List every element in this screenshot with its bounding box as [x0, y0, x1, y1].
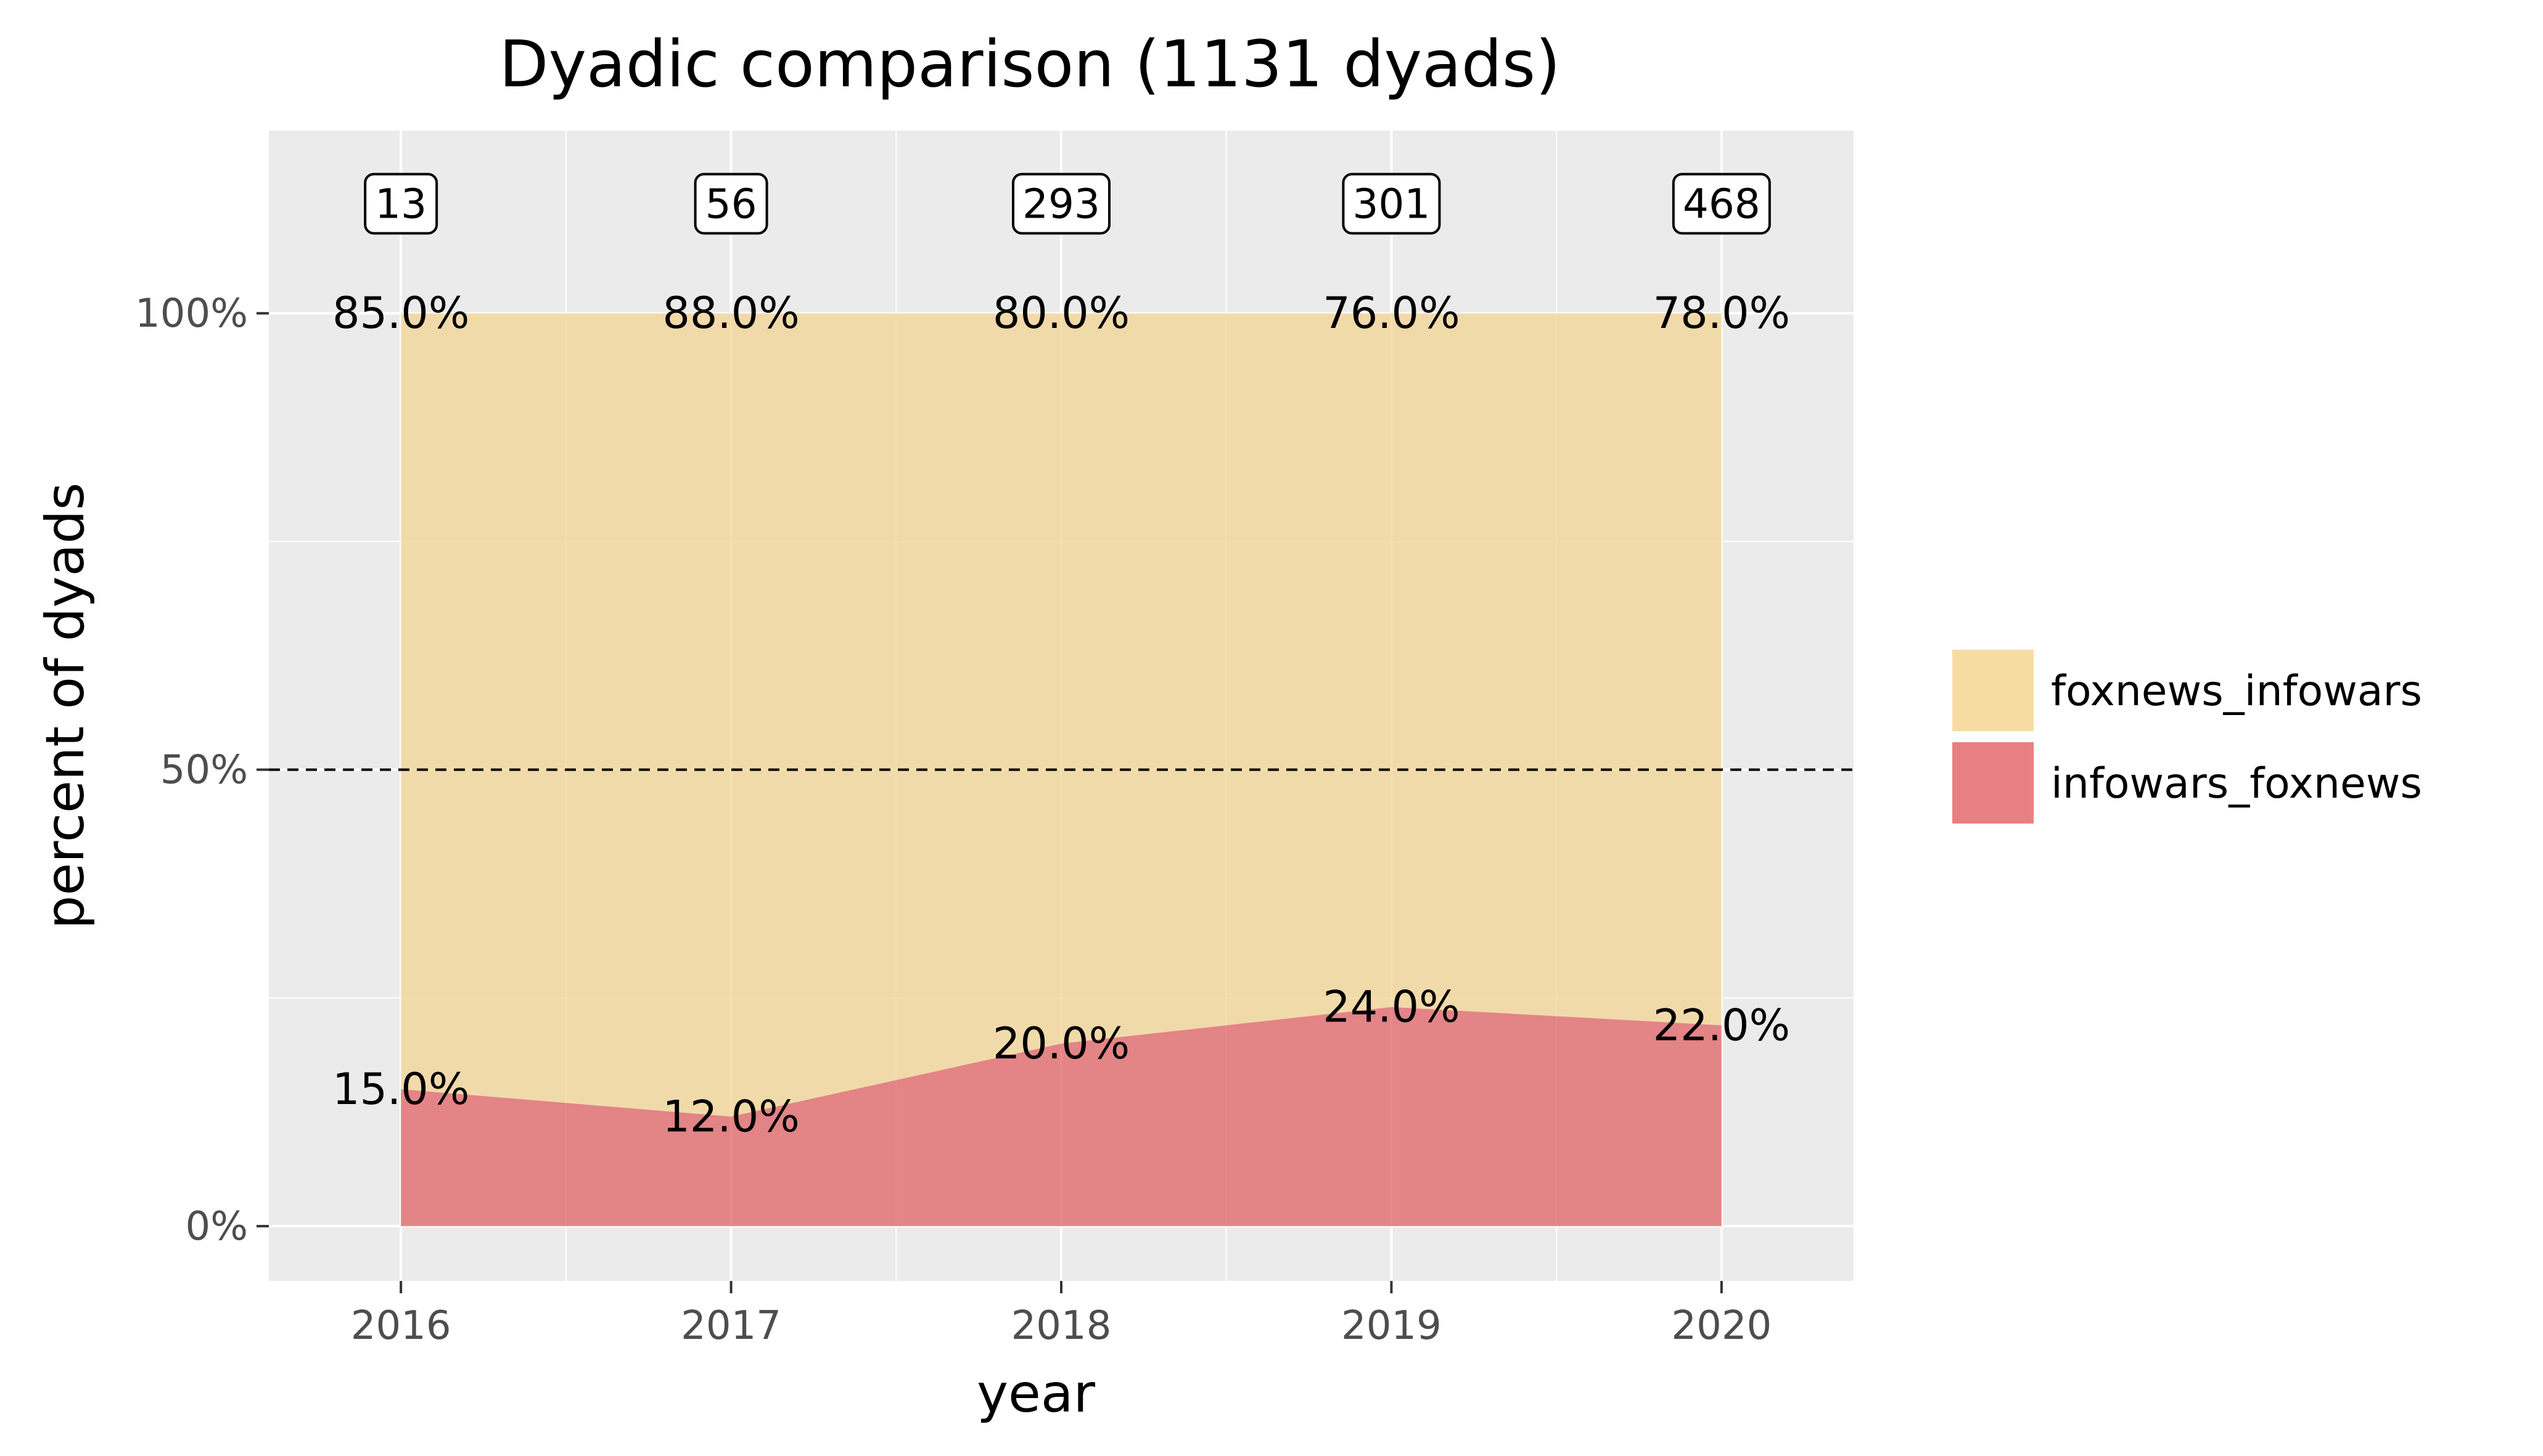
x-axis-title: year	[977, 1363, 1096, 1425]
x-tick-label: 2018	[1011, 1303, 1112, 1349]
axes: 0% 50% 100% 2016 2017 2018 2019 2020	[135, 291, 1772, 1349]
count-box	[364, 173, 438, 235]
x-tick-label: 2016	[351, 1303, 451, 1349]
count-label: 293	[1022, 180, 1100, 227]
count-label: 56	[705, 180, 757, 227]
chart-title: Dyadic comparison (1131 dyads)	[499, 27, 1560, 102]
data-label-infowars-foxnews: 15.0%	[332, 1064, 469, 1114]
legend-label: infowars_foxnews	[2051, 759, 2422, 808]
legend: foxnews_infowars infowars_foxnews	[1952, 650, 2422, 824]
data-label-foxnews-infowars: 85.0%	[332, 288, 469, 338]
area-infowars-foxnews	[401, 1007, 1722, 1227]
x-tick-label: 2019	[1341, 1303, 1442, 1349]
count-box	[1012, 173, 1111, 235]
data-label-infowars-foxnews: 24.0%	[1323, 982, 1460, 1033]
data-label-foxnews-infowars: 88.0%	[662, 288, 799, 338]
y-tick-label: 50%	[160, 748, 248, 793]
area-foxnews-infowars	[401, 313, 1722, 1117]
data-label-foxnews-infowars: 76.0%	[1323, 288, 1460, 338]
legend-swatch	[1952, 650, 2034, 731]
count-label: 468	[1683, 180, 1760, 227]
legend-label: foxnews_infowars	[2051, 667, 2422, 716]
count-label: 13	[375, 180, 427, 227]
data-labels: 85.0% 15.0% 88.0% 12.0% 80.0% 20.0% 76.0% 24.0%…	[332, 288, 1790, 1142]
data-label-foxnews-infowars: 80.0%	[993, 288, 1130, 338]
data-label-infowars-foxnews: 22.0%	[1653, 1000, 1790, 1050]
y-axis-title: percent of dyads	[35, 483, 96, 930]
areas	[401, 313, 1722, 1227]
count-label: 301	[1352, 180, 1430, 227]
count-box	[694, 173, 768, 235]
data-label-infowars-foxnews: 20.0%	[993, 1018, 1130, 1069]
count-box	[1342, 173, 1441, 235]
x-tick-label: 2020	[1671, 1303, 1772, 1349]
data-label-infowars-foxnews: 12.0%	[662, 1091, 799, 1142]
y-tick-label: 100%	[135, 291, 248, 337]
y-tick-label: 0%	[185, 1204, 248, 1249]
legend-swatch	[1952, 742, 2034, 824]
count-box	[1672, 173, 1771, 235]
x-tick-label: 2017	[681, 1303, 781, 1349]
count-labels: 13 56 293 301 468	[364, 173, 1771, 235]
data-label-foxnews-infowars: 78.0%	[1653, 288, 1790, 338]
